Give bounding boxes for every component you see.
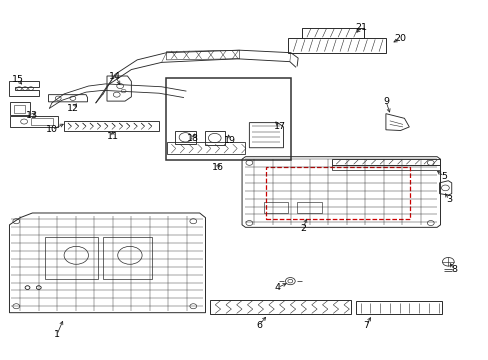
Text: 12: 12	[67, 104, 79, 113]
Text: 2: 2	[300, 224, 305, 233]
Bar	[31, 118, 53, 126]
Text: 6: 6	[256, 321, 262, 330]
Text: 18: 18	[187, 134, 199, 143]
Bar	[14, 105, 25, 113]
Text: 7: 7	[363, 321, 368, 330]
Text: 8: 8	[450, 265, 456, 274]
Text: 4: 4	[274, 283, 280, 292]
Text: 1: 1	[54, 330, 60, 339]
Bar	[266, 167, 409, 220]
Text: 21: 21	[355, 23, 367, 32]
Text: 3: 3	[446, 195, 451, 204]
Text: 11: 11	[106, 132, 119, 141]
Text: 15: 15	[12, 75, 24, 84]
Text: 20: 20	[394, 34, 406, 43]
Bar	[166, 78, 290, 160]
Text: 14: 14	[109, 72, 121, 81]
Text: 5: 5	[441, 172, 447, 181]
Text: 9: 9	[382, 96, 388, 105]
Text: 13: 13	[26, 111, 39, 120]
Text: 16: 16	[211, 163, 223, 172]
Text: 17: 17	[273, 122, 285, 131]
Text: 19: 19	[224, 136, 235, 145]
Text: 10: 10	[46, 125, 58, 134]
